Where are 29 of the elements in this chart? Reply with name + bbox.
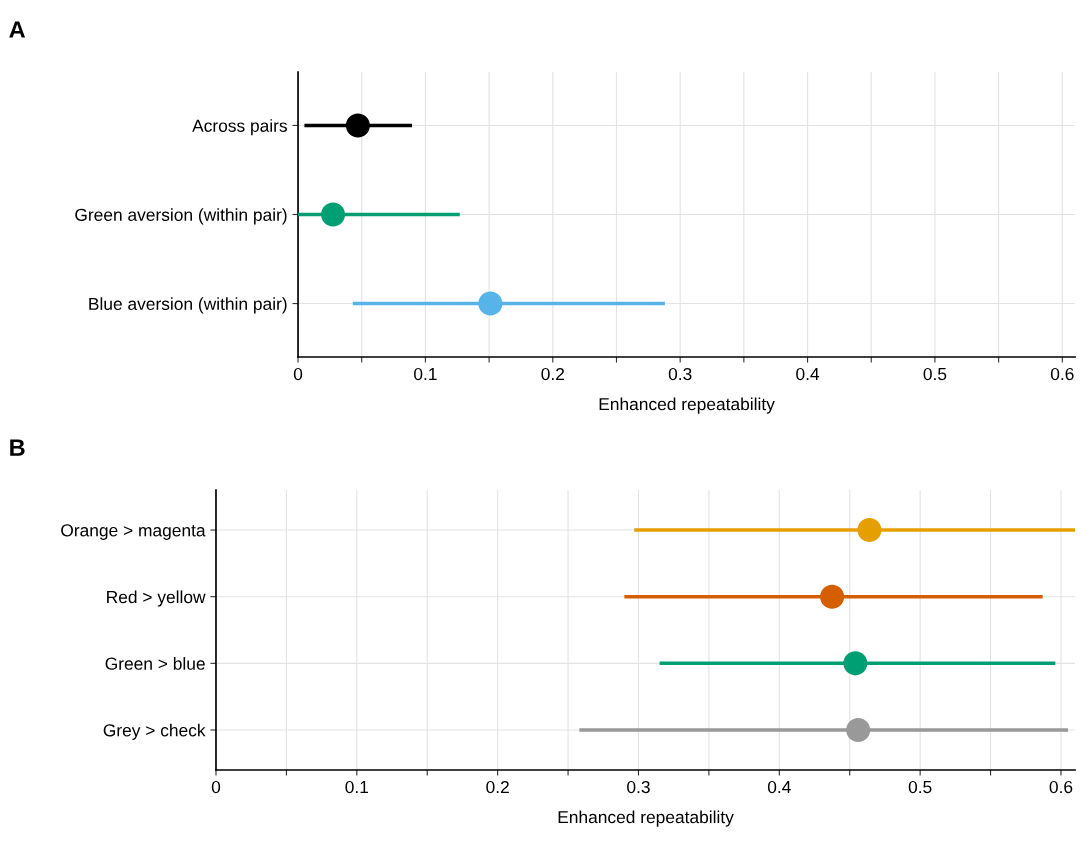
x-tick-label: 0.5 (908, 780, 932, 794)
x-tick-label: 0 (293, 367, 303, 381)
text: B (10, 439, 25, 456)
x-tick-label: 0.1 (345, 780, 369, 794)
x-tick-label: 0.2 (541, 367, 564, 381)
y-tick-label: Green aversion (within pair) (75, 208, 287, 225)
x-axis-title: Enhanced repeatability (558, 810, 734, 827)
y-tick-label: Across pairs (192, 119, 287, 136)
point (820, 584, 845, 609)
y-tick-label: Orange > magenta (61, 524, 206, 540)
y-tick-label: Grey > check (103, 723, 206, 740)
x-tick-label: 0.5 (923, 367, 947, 381)
x-tick-label: 0.6 (1050, 367, 1074, 381)
point (857, 518, 882, 543)
text: A (9, 21, 26, 38)
x-tick-label: 0.1 (414, 367, 437, 381)
x-tick-label: 0.6 (1049, 780, 1073, 794)
y-tick-label: Blue aversion (within pair) (89, 297, 287, 314)
x-tick-label: 0 (211, 780, 221, 794)
y-tick-label: Red > yellow (107, 590, 206, 607)
point (843, 651, 868, 676)
x-tick-label: 0.3 (627, 780, 650, 794)
x-tick-label: 0.4 (767, 780, 791, 794)
x-tick-label: 0.4 (796, 367, 820, 381)
point (846, 717, 871, 743)
y-tick-label: Green > blue (105, 657, 205, 670)
x-tick-label: 0.2 (486, 780, 509, 794)
x-tick-label: 0.3 (668, 367, 692, 381)
x-axis-title: Enhanced repeatability (599, 397, 775, 414)
